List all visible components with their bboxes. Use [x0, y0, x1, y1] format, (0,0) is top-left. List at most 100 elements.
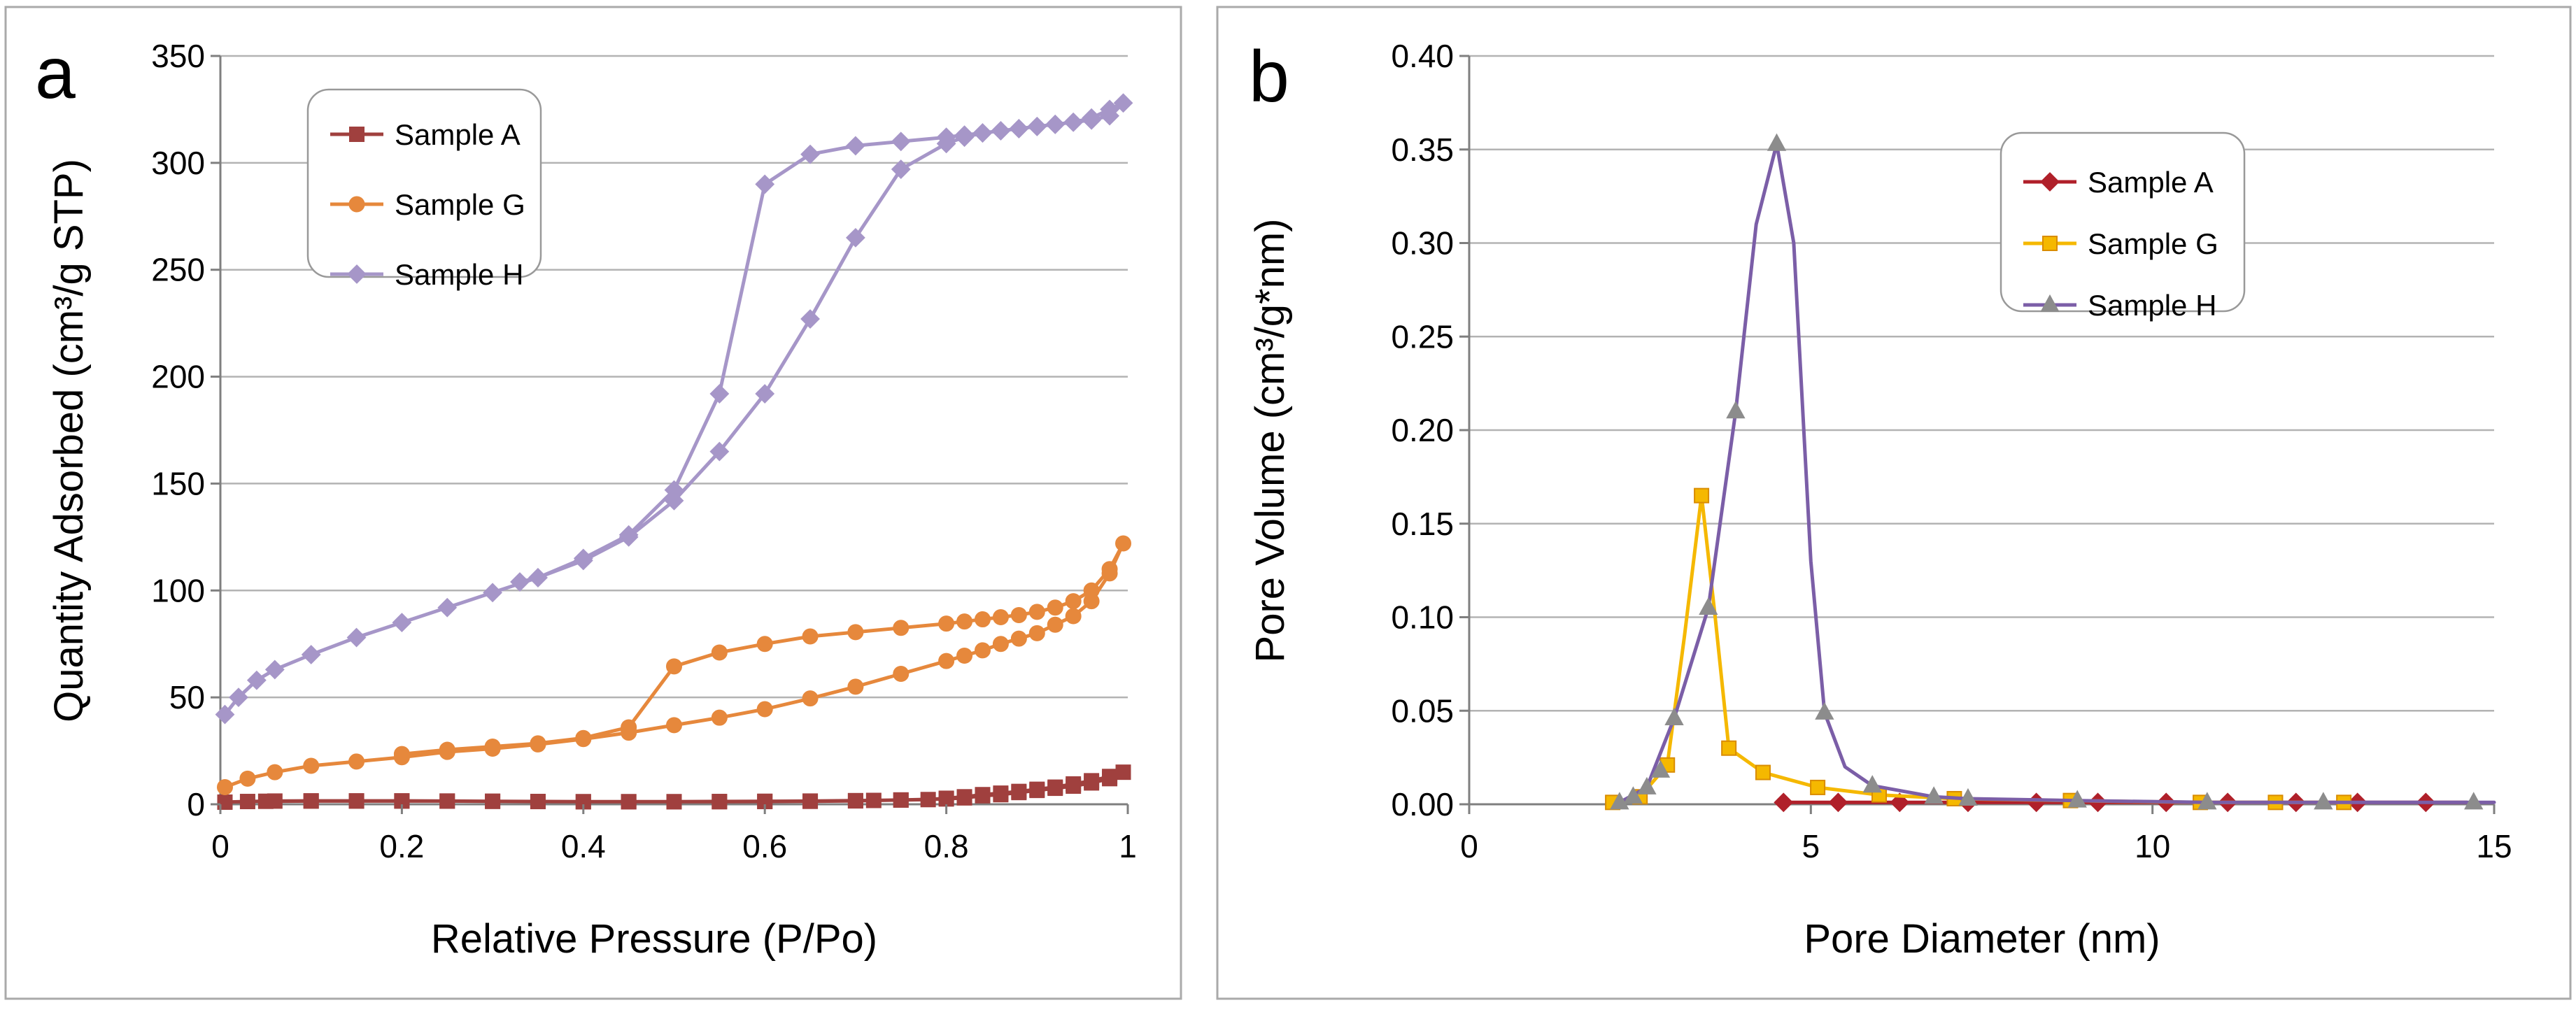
y-tick-label: 0.05	[1391, 692, 1454, 729]
legend-item-sample-a: Sample A	[330, 118, 521, 151]
data-point-sample-a	[485, 793, 501, 809]
data-point-sample-a	[712, 794, 728, 810]
x-tick-label: 0.4	[561, 828, 606, 864]
data-point-sample-h	[437, 597, 458, 618]
data-point-sample-h	[664, 480, 684, 500]
data-point-sample-g	[992, 636, 1009, 653]
panel-b-frame	[1216, 6, 2572, 1000]
panel-b-legend: Sample A Sample G Sample H	[2000, 131, 2246, 322]
data-point-sample-h	[800, 144, 820, 164]
data-point-sample-g	[847, 624, 864, 641]
data-point-sample-a	[621, 794, 637, 810]
legend-item-sample-h: Sample H	[330, 258, 523, 291]
panel-b-label: b	[1249, 36, 1289, 117]
y-tick-label: 0.40	[1391, 38, 1454, 74]
legend-label: Sample G	[395, 188, 525, 221]
data-point-sample-g	[938, 615, 955, 632]
x-tick-label: 10	[2135, 828, 2170, 864]
panel-b-plot	[1605, 133, 2496, 813]
legend-label: Sample G	[2088, 227, 2218, 260]
data-point-sample-a	[348, 793, 365, 809]
series-sample-g	[216, 535, 1132, 796]
data-point-sample-h	[1610, 792, 1629, 810]
data-point-sample-g	[393, 746, 410, 762]
data-point-sample-g	[956, 648, 973, 664]
panel-a-y-ticks: 0 50 100 150 200 250 300 350	[151, 38, 220, 822]
series-sample-a	[217, 764, 1131, 810]
data-point-sample-h	[1958, 787, 1978, 806]
x-tick-label: 0.8	[924, 828, 969, 864]
x-tick-label: 5	[1802, 828, 1820, 864]
data-point-sample-g	[216, 779, 233, 796]
data-point-sample-a	[257, 793, 274, 809]
data-point-sample-g	[847, 678, 864, 695]
data-point-sample-a	[1890, 792, 1910, 813]
data-point-sample-h	[573, 548, 593, 569]
data-point-sample-h	[800, 309, 820, 329]
data-point-sample-h	[709, 441, 730, 462]
data-point-sample-h	[709, 384, 730, 404]
data-point-sample-h	[1924, 786, 1944, 804]
legend-label: Sample H	[395, 258, 523, 291]
x-tick-label: 1	[1119, 828, 1137, 864]
legend-label: Sample A	[395, 118, 521, 151]
data-point-sample-g	[1101, 561, 1118, 578]
data-point-sample-g	[1721, 740, 1737, 756]
series-sample-h	[1610, 133, 2496, 810]
panel-a-x-ticks: 0 0.2 0.4 0.6 0.8 1	[211, 804, 1137, 864]
data-point-sample-h	[991, 121, 1011, 141]
data-point-sample-h	[845, 136, 865, 156]
panel-b-y-ticks: 0.00 0.05 0.10 0.15 0.20 0.25 0.30 0.35 0.40	[1391, 38, 1469, 822]
data-point-sample-g	[267, 764, 283, 781]
data-point-sample-a	[530, 794, 546, 810]
legend-marker	[2040, 172, 2060, 192]
data-point-sample-g	[992, 609, 1009, 625]
data-point-sample-g	[666, 658, 682, 675]
panel-a-x-axis-title: Relative Pressure (P/Po)	[431, 916, 877, 962]
data-point-sample-g	[239, 770, 256, 787]
data-point-sample-g	[893, 620, 910, 636]
data-point-sample-h	[2464, 792, 2484, 810]
data-point-sample-h	[891, 131, 911, 152]
y-tick-label: 0.30	[1391, 225, 1454, 262]
legend-item-sample-g: Sample G	[2023, 227, 2218, 260]
data-point-sample-a	[1828, 792, 1848, 813]
data-point-sample-a	[802, 793, 819, 809]
data-point-sample-h	[1767, 133, 1787, 151]
data-point-sample-g	[802, 628, 819, 645]
data-point-sample-h	[755, 174, 775, 194]
y-tick-label: 0.15	[1391, 506, 1454, 542]
data-point-sample-h	[301, 645, 321, 664]
data-point-sample-g	[303, 757, 320, 774]
panel-a-plot	[215, 93, 1133, 810]
data-point-sample-g	[1028, 625, 1045, 641]
data-point-sample-h	[1027, 116, 1047, 136]
panel-a-frame	[4, 6, 1182, 1000]
data-point-sample-g	[1047, 599, 1063, 616]
legend-item-sample-h: Sample H	[2023, 289, 2216, 322]
data-point-sample-g	[1694, 487, 1710, 504]
legend-label: Sample A	[2088, 166, 2214, 199]
data-point-sample-h	[1063, 112, 1084, 132]
y-tick-label: 300	[151, 145, 205, 181]
legend-marker	[2040, 294, 2060, 312]
legend-marker	[2042, 236, 2058, 251]
data-point-sample-g	[1065, 593, 1082, 610]
y-tick-label: 200	[151, 359, 205, 395]
data-point-sample-h	[392, 613, 412, 633]
data-point-sample-h	[1699, 597, 1718, 615]
data-point-sample-g	[893, 666, 910, 683]
data-point-sample-g	[348, 753, 365, 770]
series-line-sample-h	[1618, 142, 2496, 804]
data-point-sample-a	[1029, 781, 1045, 797]
x-tick-label: 0.2	[379, 828, 424, 864]
data-point-sample-h	[755, 384, 775, 404]
data-point-sample-g	[1047, 616, 1063, 633]
data-point-sample-g	[621, 719, 637, 736]
data-point-sample-g	[974, 611, 991, 628]
panel-a-y-axis-title: Quantity Adsorbed (cm³/g STP)	[46, 159, 92, 722]
data-point-sample-a	[865, 792, 882, 808]
data-point-sample-g	[802, 690, 819, 707]
data-point-sample-a	[1774, 792, 1794, 813]
